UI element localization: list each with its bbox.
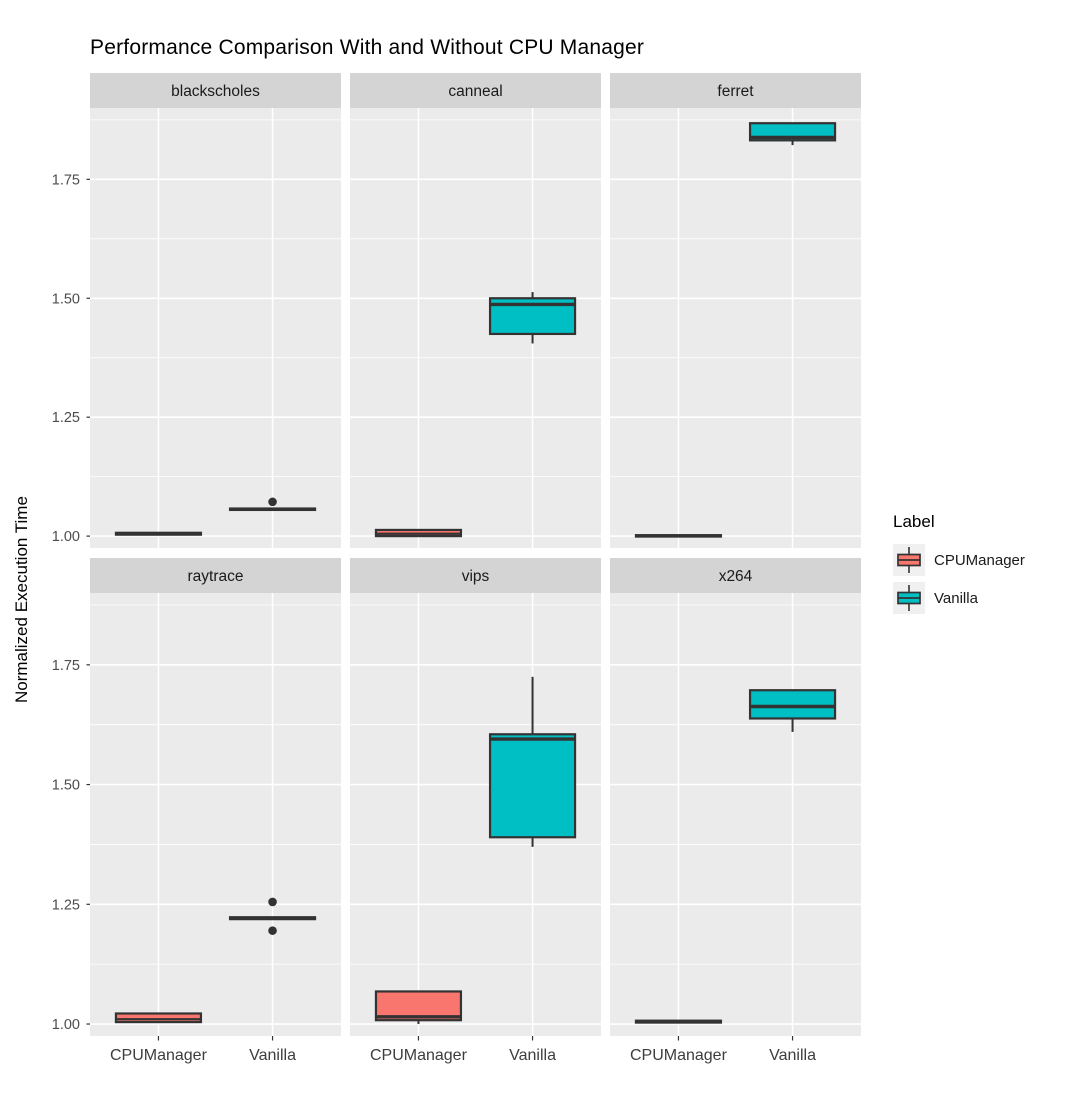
boxplot-key-icon	[893, 544, 925, 576]
facet-strip-label-blackscholes: blackscholes	[171, 83, 260, 100]
facet-strip-blackscholes	[90, 73, 341, 108]
box-vips-Vanilla	[488, 733, 577, 839]
x-tick-label-cpumanager: CPUManager	[630, 1047, 728, 1064]
y-tick-label: 1.00	[52, 529, 80, 545]
outlier-dot	[268, 926, 277, 935]
facet-panel-raytrace	[90, 593, 341, 1036]
y-tick-label: 1.75	[52, 658, 80, 674]
legend: Label CPUManager Vanilla	[893, 512, 1025, 620]
box-raytrace-CPUManager	[114, 1012, 203, 1024]
legend-label-cpumanager: CPUManager	[934, 551, 1025, 569]
y-tick-label: 1.50	[52, 778, 80, 794]
facet-strip-ferret	[610, 73, 861, 108]
facet-strip-vips	[350, 558, 601, 593]
legend-title: Label	[893, 512, 935, 531]
facet-panel-blackscholes	[90, 108, 341, 548]
x-tick-label-vanilla: Vanilla	[249, 1047, 296, 1064]
facet-panel-ferret	[610, 108, 861, 548]
y-tick-label: 1.00	[52, 1017, 80, 1033]
y-tick-label: 1.50	[52, 291, 80, 307]
y-tick-label: 1.25	[52, 410, 80, 426]
chart-title: Performance Comparison With and Without …	[90, 36, 645, 59]
facet-strip-raytrace	[90, 558, 341, 593]
boxplot-key-icon	[893, 582, 925, 614]
x-tick-label-cpumanager: CPUManager	[370, 1047, 468, 1064]
facet-strip-label-canneal: canneal	[448, 83, 502, 100]
outlier-dot	[268, 897, 277, 907]
x-tick-label-cpumanager: CPUManager	[110, 1047, 208, 1064]
facet-strip-label-vips: vips	[462, 568, 490, 585]
y-tick-label: 1.25	[52, 897, 80, 913]
x-tick-label-vanilla: Vanilla	[769, 1047, 816, 1064]
facet-strip-label-x264: x264	[719, 568, 753, 585]
outlier-dot	[268, 497, 277, 507]
facet-strip-label-raytrace: raytrace	[188, 568, 244, 585]
y-axis-title: Normalized Execution Time	[12, 496, 31, 704]
facet-panel-x264	[610, 593, 861, 1036]
legend-label-vanilla: Vanilla	[934, 589, 978, 607]
facet-strip-canneal	[350, 73, 601, 108]
facet-strip-label-ferret: ferret	[717, 83, 754, 100]
x-tick-label-vanilla: Vanilla	[509, 1047, 556, 1064]
box-x264-Vanilla	[748, 689, 837, 720]
legend-key-cpumanager: CPUManager	[893, 544, 1025, 576]
facet-strip-x264	[610, 558, 861, 593]
y-tick-label: 1.75	[52, 172, 80, 188]
legend-key-vanilla: Vanilla	[893, 582, 1025, 614]
